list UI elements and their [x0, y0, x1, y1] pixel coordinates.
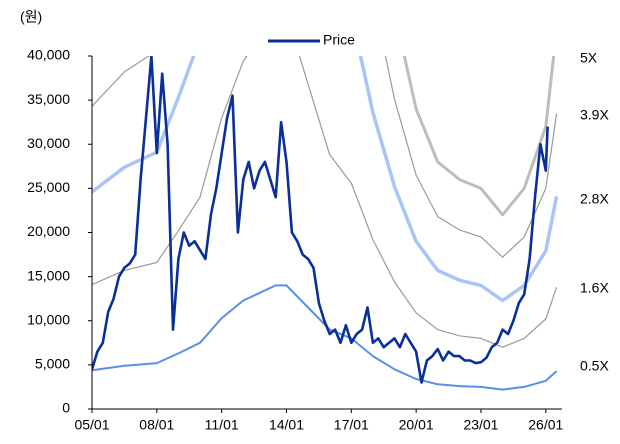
x-tick-label: 14/01 — [269, 417, 304, 433]
x-tick-label: 20/01 — [399, 417, 434, 433]
x-tick-label: 23/01 — [463, 417, 498, 433]
y-tick-label: 20,000 — [27, 223, 70, 239]
line-series — [92, 56, 559, 303]
y-tick-label: 25,000 — [27, 179, 70, 195]
x-tick-label: 11/01 — [205, 417, 239, 433]
x-tick-label: 08/01 — [139, 417, 174, 433]
y-tick-label: 5,000 — [35, 356, 70, 372]
y-tick-label: 10,000 — [27, 311, 70, 327]
plot-area — [92, 56, 559, 391]
y-tick-label: 0 — [62, 400, 70, 416]
series-label: 0.5X — [580, 358, 609, 374]
series-label: 1.6X — [580, 280, 609, 296]
y-tick-label: 30,000 — [27, 135, 70, 151]
y-tick-label: 40,000 — [27, 47, 70, 63]
line-series — [402, 56, 556, 217]
x-tick-label: 17/01 — [334, 417, 369, 433]
series-label: 5X — [580, 50, 598, 66]
line-series — [92, 56, 558, 258]
series-label: 3.9X — [580, 107, 609, 123]
line-series — [92, 284, 558, 391]
series-label: 2.8X — [580, 191, 609, 207]
line-series — [92, 56, 549, 384]
legend-label: Price — [323, 32, 355, 48]
x-tick-label: 26/01 — [528, 417, 563, 433]
y-tick-label: 35,000 — [27, 91, 70, 107]
y-tick-label: 15,000 — [27, 267, 70, 283]
line-series — [92, 56, 558, 348]
x-tick-label: 05/01 — [74, 417, 109, 433]
y-axis-label: (원) — [20, 9, 42, 25]
